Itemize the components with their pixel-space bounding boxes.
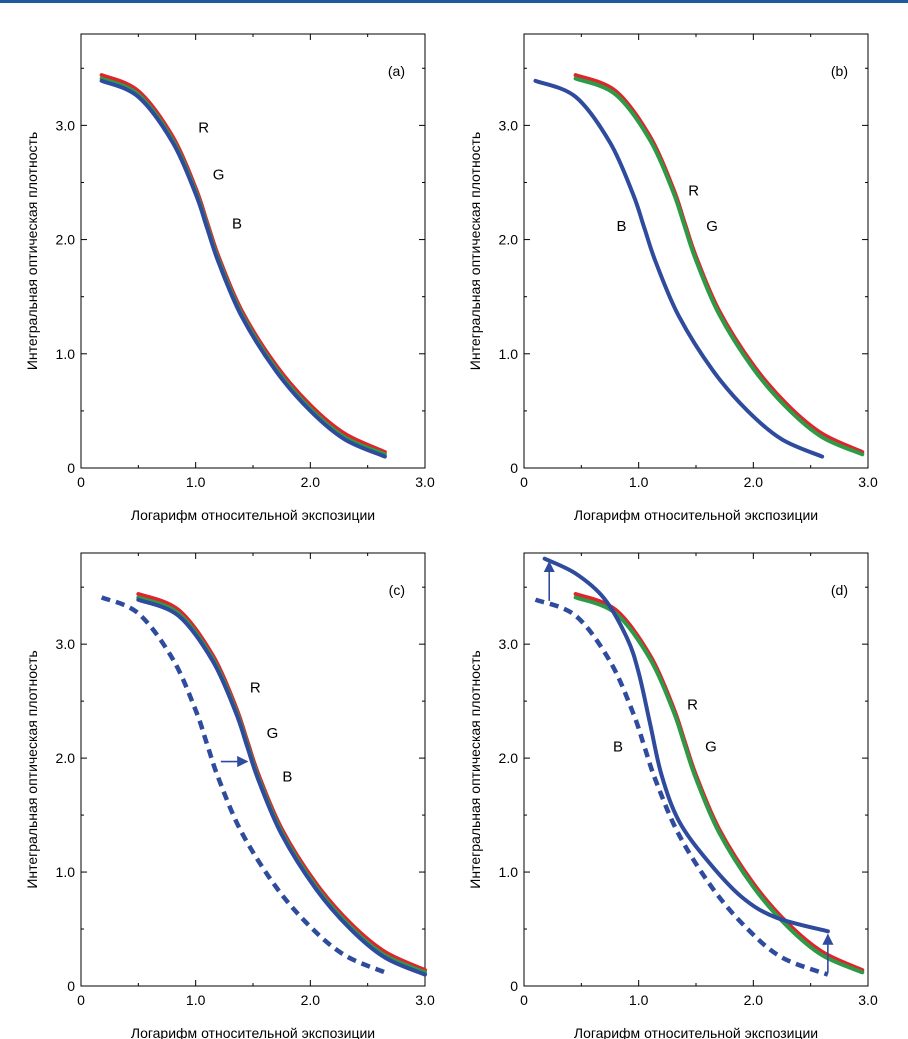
series-b-curve — [533, 78, 825, 459]
curve-label-g: G — [267, 725, 279, 742]
curve-label-b: B — [616, 218, 626, 235]
y-tick-label: 3.0 — [56, 117, 76, 133]
curve-label-r: R — [250, 679, 261, 696]
series-g-curve — [573, 76, 865, 457]
x-axis-label: Логарифм относительной экспозиции — [574, 1025, 818, 1039]
y-tick-label: 1.0 — [499, 346, 519, 362]
series-r-curve — [573, 592, 865, 973]
panel-title: (c) — [389, 582, 405, 598]
series-g-curve — [99, 76, 387, 457]
curve-label-b: B — [232, 216, 242, 233]
series-dashed-curve — [534, 597, 829, 977]
x-tick-label: 0 — [520, 992, 528, 1008]
x-axis-label: Логарифм относительной экспозиции — [574, 507, 818, 523]
x-tick-label: 1.0 — [186, 992, 206, 1008]
x-tick-label: 3.0 — [858, 992, 878, 1008]
x-tick-label: 3.0 — [415, 474, 435, 490]
y-tick-label: 3.0 — [56, 636, 76, 652]
y-tick-label: 3.0 — [499, 117, 519, 133]
x-tick-label: 2.0 — [301, 992, 321, 1008]
x-tick-label: 1.0 — [186, 474, 206, 490]
x-tick-label: 0 — [520, 474, 528, 490]
y-tick-label: 2.0 — [499, 750, 519, 766]
panel-a: 0 1.0 2.0 3.0 0 1.0 2.0 3.0 Логарифм относительн… — [24, 33, 435, 523]
top-border-rule — [0, 0, 908, 3]
series-g-curve — [573, 595, 865, 975]
panel-c: 0 1.0 2.0 3.0 0 1.0 2.0 3.0 Логарифм относительн… — [24, 552, 435, 1039]
y-tick-label: 2.0 — [56, 750, 76, 766]
x-tick-label: 3.0 — [415, 992, 435, 1008]
y-tick-label: 0 — [67, 460, 75, 476]
series-b-curve — [542, 556, 830, 934]
y-tick-label: 0 — [510, 978, 518, 994]
y-tick-label: 1.0 — [499, 864, 519, 880]
series-r-curve — [99, 73, 387, 455]
panel-title: (a) — [388, 63, 405, 79]
x-tick-label: 1.0 — [629, 474, 649, 490]
y-axis-label: Интегральная оптическая плотность — [467, 650, 483, 888]
panel-d: 0 1.0 2.0 3.0 0 1.0 2.0 3.0 Логарифм относительн… — [467, 552, 878, 1039]
y-tick-label: 2.0 — [499, 232, 519, 248]
y-tick-label: 0 — [67, 978, 75, 994]
panel-title: (d) — [831, 582, 848, 598]
y-tick-label: 1.0 — [56, 864, 76, 880]
curve-label-b: B — [282, 768, 292, 785]
x-tick-label: 2.0 — [301, 474, 321, 490]
y-tick-label: 3.0 — [499, 636, 519, 652]
curve-label-g: G — [705, 739, 717, 756]
panel-title: (b) — [831, 63, 848, 79]
curve-label-g: G — [706, 218, 718, 235]
curve-label-r: R — [688, 182, 699, 199]
x-tick-label: 3.0 — [858, 474, 878, 490]
series-b-curve — [99, 78, 387, 459]
y-tick-label: 0 — [510, 460, 518, 476]
panel-b: 0 1.0 2.0 3.0 0 1.0 2.0 3.0 Логарифм относительн… — [467, 33, 878, 523]
x-tick-label: 2.0 — [744, 474, 764, 490]
x-tick-label: 0 — [77, 474, 85, 490]
series-dashed-curve — [100, 595, 386, 975]
curve-label-r: R — [198, 120, 209, 137]
y-tick-label: 1.0 — [56, 346, 76, 362]
y-axis-label: Интегральная оптическая плотность — [24, 650, 40, 888]
x-tick-label: 1.0 — [629, 992, 649, 1008]
y-axis-label: Интегральная оптическая плотность — [467, 132, 483, 370]
x-tick-label: 0 — [77, 992, 85, 1008]
y-tick-label: 2.0 — [56, 232, 76, 248]
curve-label-b: B — [613, 739, 623, 756]
y-axis-label: Интегральная оптическая плотность — [24, 132, 40, 370]
x-axis-label: Логарифм относительной экспозиции — [131, 1025, 375, 1039]
series-r-curve — [573, 73, 865, 455]
curve-label-r: R — [687, 697, 698, 714]
x-axis-label: Логарифм относительной экспозиции — [131, 507, 375, 523]
curve-label-g: G — [213, 166, 225, 183]
plot-frame — [80, 33, 426, 469]
x-tick-label: 2.0 — [744, 992, 764, 1008]
series-b-curve — [136, 597, 427, 977]
